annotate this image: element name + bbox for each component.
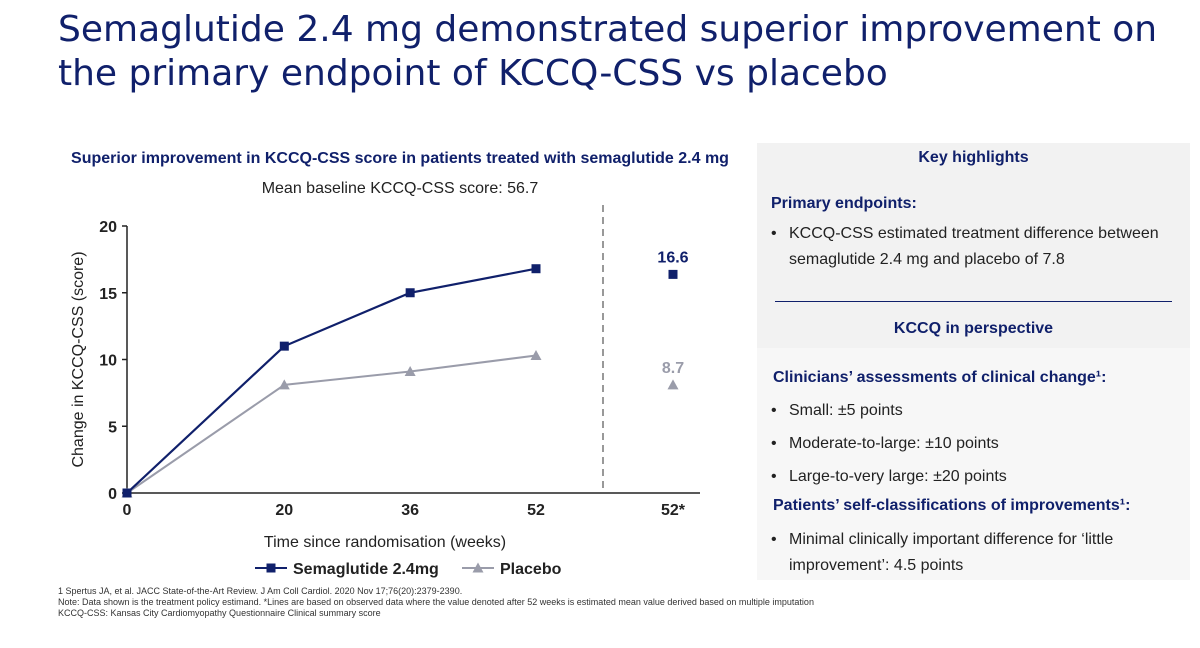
y-tick-label: 20 (99, 219, 117, 236)
panel-divider (775, 301, 1172, 302)
clinician-item: • Moderate-to-large: ±10 points (771, 431, 1181, 457)
y-tick-label: 5 (108, 419, 117, 436)
data-point-square (405, 288, 415, 298)
kccq-perspective-heading: KCCQ in perspective (893, 320, 1054, 337)
clinician-item: • Small: ±5 points (771, 398, 1181, 424)
estimated-point-triangle (667, 379, 679, 390)
footnote-line: 1 Spertus JA, et al. JACC State-of-the-A… (58, 586, 463, 596)
patient-item: • Minimal clinically important differenc… (771, 527, 1121, 579)
bullet-dot: • (771, 435, 777, 452)
y-tick-label: 15 (99, 286, 117, 303)
chart-heading: Superior improvement in KCCQ-CSS score i… (71, 150, 729, 167)
bullet-dot: • (771, 225, 777, 242)
data-point-triangle (278, 379, 290, 390)
primary-endpoint-bullet: • KCCQ-CSS estimated treatment differenc… (771, 221, 1181, 273)
data-point-triangle (404, 366, 416, 377)
legend-marker-square (266, 563, 276, 573)
clinician-item-text: Small: ±5 points (789, 402, 903, 419)
clinician-item-text: Large-to-very large: ±20 points (789, 468, 1007, 485)
estimated-point-square (668, 269, 678, 279)
clinician-item: • Large-to-very large: ±20 points (771, 464, 1181, 490)
primary-endpoint-text: KCCQ-CSS estimated treatment difference … (789, 225, 1159, 268)
data-point-square (531, 264, 541, 274)
estimated-value-label: 16.6 (657, 249, 688, 266)
data-point-triangle (530, 349, 542, 360)
perspective-section-bg (757, 348, 1190, 580)
series-line-placebo (126, 354, 537, 494)
chart-subheading: Mean baseline KCCQ-CSS score: 56.7 (261, 180, 539, 197)
legend-label: Semaglutide 2.4mg (293, 561, 439, 578)
legend-marker-triangle (472, 562, 484, 573)
clinician-item-text: Moderate-to-large: ±10 points (789, 435, 999, 452)
bullet-dot: • (771, 531, 777, 548)
clinicians-heading: Clinicians’ assessments of clinical chan… (773, 369, 1107, 386)
data-point-square (279, 341, 289, 351)
slide-title: Semaglutide 2.4 mg demonstrated superior… (58, 9, 1158, 94)
data-point-square (122, 488, 132, 498)
x-tick-label: 20 (275, 502, 293, 519)
x-axis-label: Time since randomisation (weeks) (264, 534, 506, 551)
x-tick-label: 52 (527, 502, 545, 519)
footnote-line: KCCQ-CSS: Kansas City Cardiomyopathy Que… (58, 608, 381, 618)
patient-item-text: Minimal clinically important difference … (789, 531, 1114, 574)
line-chart: 0 5 10 15 20 0 20 36 52 52* Time since randomisati… (70, 205, 700, 578)
y-axis-label: Change in KCCQ-CSS (score) (70, 251, 87, 467)
patients-heading: Patients’ self-classifications of improv… (773, 497, 1131, 514)
bullet-dot: • (771, 402, 777, 419)
y-tick-label: 10 (99, 353, 117, 370)
footnote-line: Note: Data shown is the treatment policy… (58, 597, 814, 607)
key-highlights-panel: Key highlights Primary endpoints: • KCCQ… (757, 143, 1190, 580)
footnotes: 1 Spertus JA, et al. JACC State-of-the-A… (58, 586, 1158, 619)
x-tick-label: 0 (123, 502, 132, 519)
x-tick-label: 52* (661, 502, 686, 519)
legend-label: Placebo (500, 561, 562, 578)
estimated-value-label: 8.7 (662, 360, 684, 377)
x-tick-label: 36 (401, 502, 419, 519)
primary-endpoints-heading: Primary endpoints: (771, 195, 917, 212)
y-tick-label: 0 (108, 486, 117, 503)
bullet-dot: • (771, 468, 777, 485)
key-highlights-heading: Key highlights (918, 149, 1029, 166)
series-line-semaglutide-2-4mg (126, 267, 537, 494)
